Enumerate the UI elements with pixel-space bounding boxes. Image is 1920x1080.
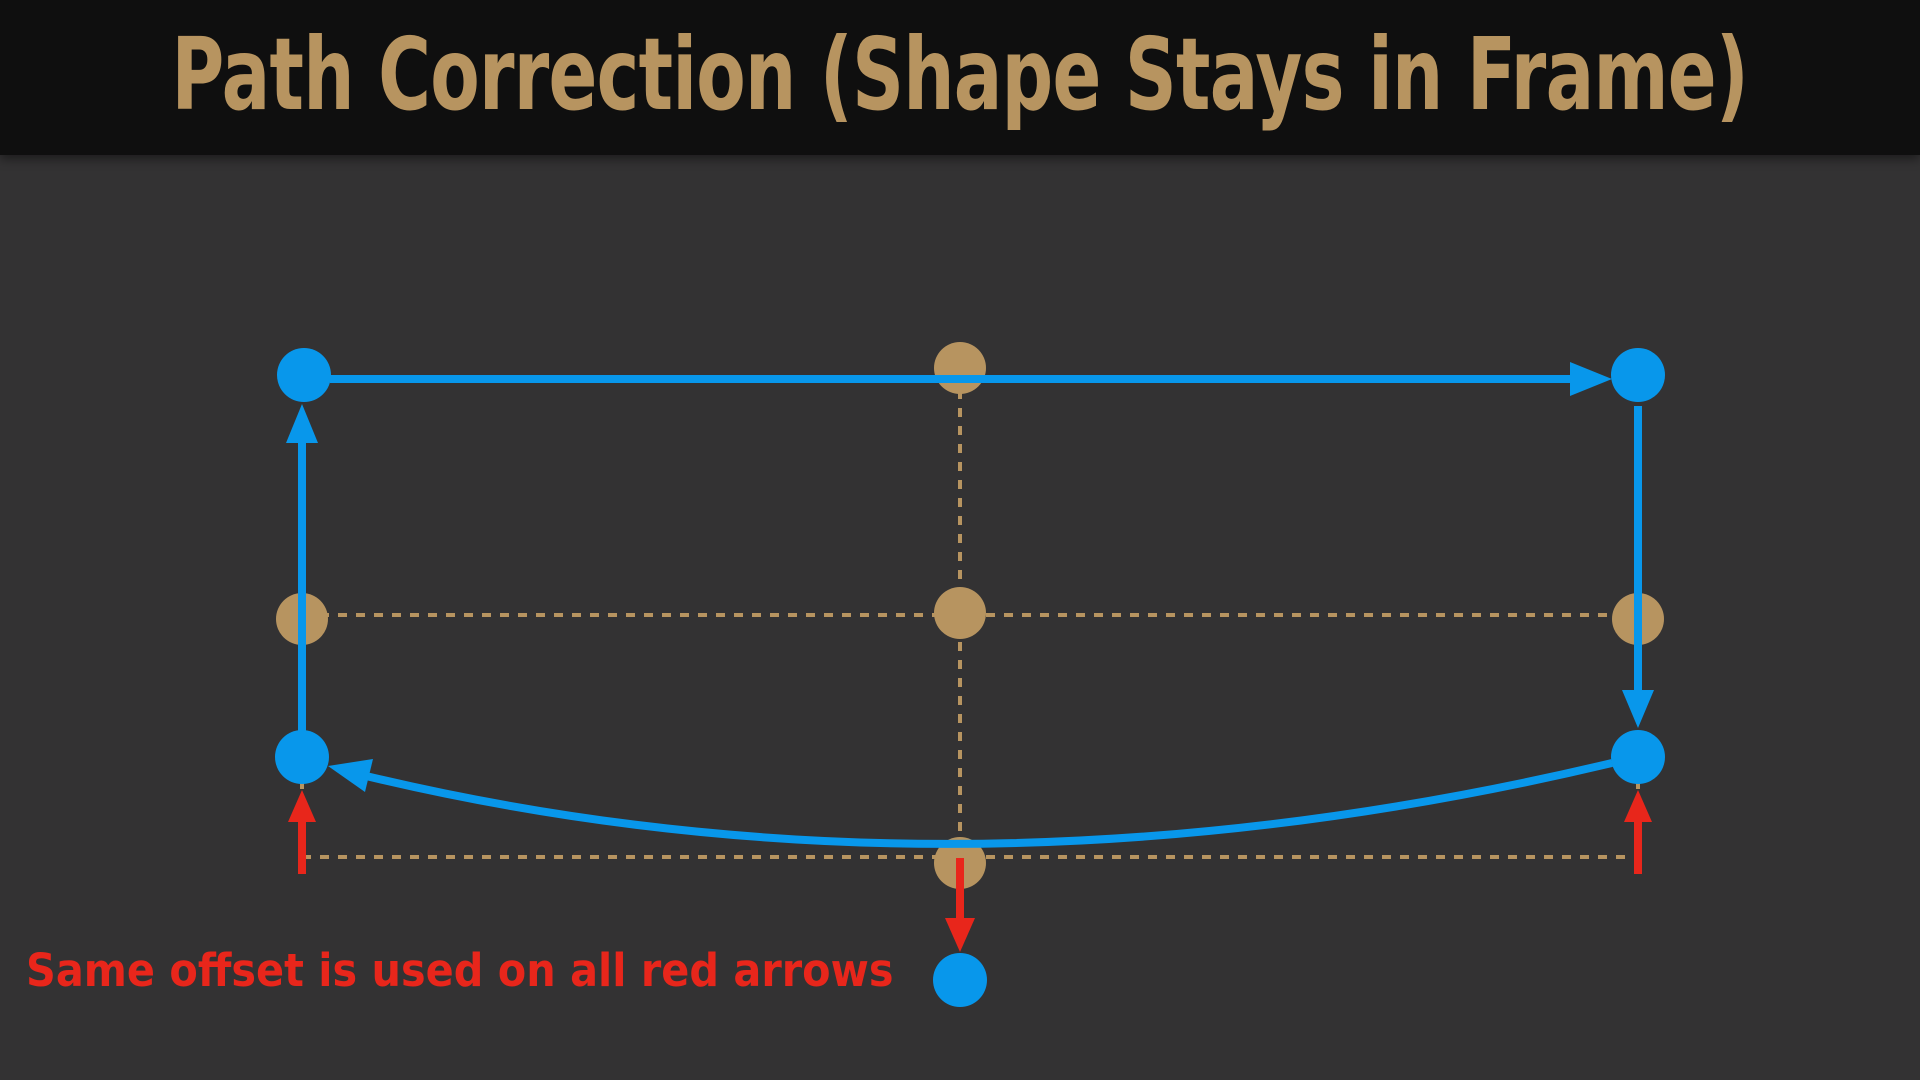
slide-title: Path Correction (Shape Stays in Frame) <box>171 15 1749 133</box>
blue-point-top-left <box>277 348 331 402</box>
gold-point-center <box>934 587 986 639</box>
red-arrow-left-up <box>288 790 316 874</box>
title-bar: Path Correction (Shape Stays in Frame) <box>0 0 1920 155</box>
red-arrow-center-down <box>945 858 975 952</box>
red-arrow-note: Same offset is used on all red arrows <box>26 944 894 997</box>
gold-point-top-center <box>934 342 986 394</box>
blue-point-top-right <box>1611 348 1665 402</box>
red-offset-arrows <box>288 790 1652 952</box>
blue-arrow-bottom-curve <box>328 759 1613 848</box>
blue-arrow-top <box>330 362 1612 396</box>
blue-point-bottom-right <box>1611 730 1665 784</box>
blue-arrow-left-up <box>286 404 318 732</box>
blue-points <box>275 348 1665 1007</box>
blue-point-offset-center <box>933 953 987 1007</box>
blue-point-bottom-left <box>275 730 329 784</box>
blue-arrow-right-down <box>1622 406 1654 728</box>
red-arrow-right-up <box>1624 790 1652 874</box>
blue-path <box>286 362 1654 848</box>
